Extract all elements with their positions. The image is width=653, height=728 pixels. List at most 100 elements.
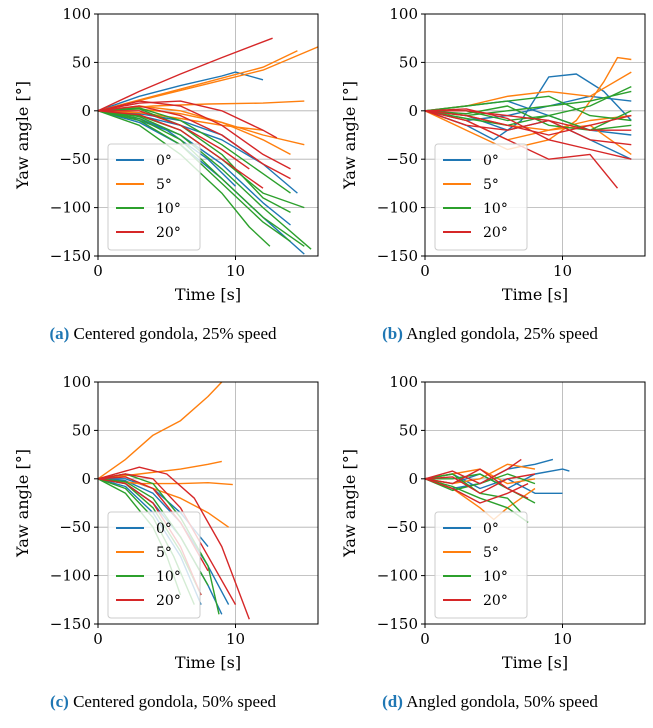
y-tick-label: −100 — [377, 567, 418, 585]
series-line-20deg — [425, 473, 536, 494]
series-line-20deg — [425, 108, 632, 160]
x-tick-label: 10 — [226, 262, 245, 280]
y-tick-label: 0 — [408, 470, 418, 488]
x-tick-label: 10 — [553, 630, 572, 648]
caption-tag: (b) — [382, 324, 403, 343]
y-tick-label: −150 — [50, 615, 91, 633]
axes-frame — [97, 13, 319, 257]
series-line-10deg — [98, 110, 271, 247]
y-axis-label: Yaw angle [°] — [13, 449, 32, 558]
caption-tag: (d) — [382, 692, 403, 711]
series-line-20deg — [425, 110, 619, 189]
series-line-5deg — [98, 50, 298, 112]
caption-text: Centered gondola, 50% speed — [68, 692, 277, 711]
series-line-20deg — [98, 105, 291, 180]
legend-label: 10° — [156, 569, 181, 585]
series-line-20deg — [98, 110, 264, 189]
axes-frame — [424, 13, 646, 257]
legend: 0° 5° 10° 20° — [107, 143, 201, 251]
x-tick-label: 10 — [226, 630, 245, 648]
caption-c: (c) Centered gondola, 50% speed — [0, 692, 326, 712]
series-line-0deg — [98, 71, 264, 112]
series-line-20deg — [98, 37, 273, 112]
x-axis-label: Time [s] — [502, 285, 568, 304]
x-tick-label: 0 — [93, 262, 103, 280]
series-line-0deg — [98, 478, 230, 605]
x-axis-label: Time [s] — [175, 653, 241, 672]
legend: 0° 5° 10° 20° — [107, 511, 201, 619]
caption-d: (d) Angled gondola, 50% speed — [327, 692, 653, 712]
y-tick-label: 50 — [72, 421, 91, 439]
x-tick-label: 0 — [420, 262, 430, 280]
legend-label: 20° — [156, 593, 181, 609]
y-tick-label: −100 — [50, 567, 91, 585]
y-tick-label: 0 — [81, 470, 91, 488]
series-line-20deg — [98, 473, 237, 605]
chart-c: 0 10 100 50 0 −50 −100 −150 Time [s] Yaw angle [°… — [13, 373, 319, 672]
series-line-20deg — [98, 100, 278, 139]
x-tick-label: 10 — [553, 262, 572, 280]
y-tick-label: −150 — [377, 615, 418, 633]
y-axis-label: Yaw angle [°] — [340, 81, 359, 190]
y-tick-label: 50 — [72, 53, 91, 71]
series-line-5deg — [98, 460, 222, 480]
legend-label: 0° — [483, 153, 499, 169]
y-tick-label: −50 — [386, 518, 418, 536]
legend: 0° 5° 10° 20° — [434, 511, 528, 619]
caption-text: Angled gondola, 50% speed — [402, 692, 598, 711]
x-tick-label: 0 — [93, 630, 103, 648]
y-tick-label: 50 — [399, 53, 418, 71]
legend-label: 20° — [483, 225, 508, 241]
chart-a: 0 10 100 50 0 −50 −100 −150 Time [s] Yaw angle [°… — [13, 5, 319, 304]
series-line-10deg — [98, 110, 312, 250]
y-tick-label: 0 — [81, 102, 91, 120]
series-line-5deg — [98, 110, 264, 131]
y-tick-label: 100 — [389, 373, 418, 391]
chart-b: 0 10 100 50 0 −50 −100 −150 Time [s] Yaw angle [°… — [340, 5, 646, 304]
series-line-20deg — [425, 110, 632, 136]
caption-tag: (a) — [49, 324, 70, 343]
y-axis-label: Yaw angle [°] — [340, 449, 359, 558]
legend-label: 5° — [483, 545, 499, 561]
y-tick-label: −150 — [50, 247, 91, 265]
series-line-10deg — [425, 85, 632, 126]
y-tick-label: −100 — [377, 199, 418, 217]
x-tick-label: 0 — [420, 630, 430, 648]
series-line-10deg — [425, 95, 632, 122]
caption-text: Centered gondola, 25% speed — [69, 324, 277, 343]
legend-label: 0° — [483, 521, 499, 537]
axes-frame — [424, 381, 646, 625]
series-line-20deg — [425, 110, 632, 131]
panel-b: 0 10 100 50 0 −50 −100 −150 Time [s] Yaw angle [°… — [327, 0, 653, 360]
caption-b: (b) Angled gondola, 25% speed — [327, 324, 653, 344]
series-line-20deg — [425, 478, 529, 504]
series-line-20deg — [425, 110, 632, 146]
series-line-5deg — [425, 56, 632, 151]
caption-a: (a) Centered gondola, 25% speed — [0, 324, 326, 344]
caption-text: Angled gondola, 25% speed — [402, 324, 598, 343]
legend-label: 20° — [156, 225, 181, 241]
panel-d: 0 10 100 50 0 −50 −100 −150 Time [s] Yaw angle [°… — [327, 368, 653, 728]
y-tick-label: 50 — [399, 421, 418, 439]
series-line-10deg — [425, 105, 632, 131]
caption-tag: (c) — [49, 692, 69, 711]
y-axis-label: Yaw angle [°] — [13, 81, 32, 190]
legend-label: 0° — [156, 153, 172, 169]
panel-a: 0 10 100 50 0 −50 −100 −150 Time [s] Yaw angle [°… — [0, 0, 326, 360]
series-line-5deg — [425, 71, 632, 112]
y-tick-label: 100 — [389, 5, 418, 23]
x-axis-label: Time [s] — [502, 653, 568, 672]
legend-label: 5° — [156, 177, 172, 193]
series-line-0deg — [98, 110, 305, 255]
y-tick-label: −100 — [50, 199, 91, 217]
x-axis-label: Time [s] — [175, 285, 241, 304]
y-tick-label: 100 — [62, 5, 91, 23]
series-line-20deg — [98, 100, 291, 170]
series-line-10deg — [98, 110, 291, 243]
legend-label: 0° — [156, 521, 172, 537]
legend-label: 5° — [483, 177, 499, 193]
series-line-20deg — [425, 458, 522, 485]
axes-frame — [97, 381, 319, 625]
legend: 0° 5° 10° 20° — [434, 143, 528, 251]
series-line-20deg — [425, 468, 529, 499]
